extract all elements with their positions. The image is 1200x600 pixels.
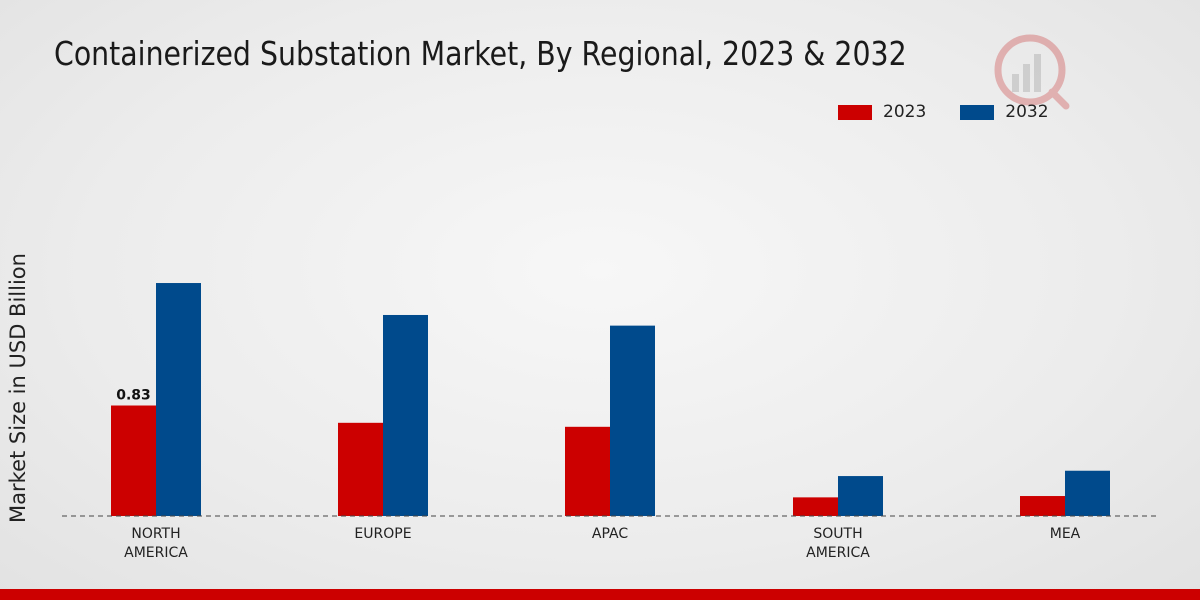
legend-item-2032: 2032	[960, 102, 1049, 122]
watermark-logo-icon	[994, 34, 1070, 110]
x-tick-label-3-1: AMERICA	[806, 545, 870, 561]
legend-label-2032: 2032	[1005, 102, 1049, 122]
x-tick-label-1-0: EUROPE	[354, 526, 411, 542]
legend-label-2023: 2023	[883, 102, 927, 122]
bar-2032-2	[610, 325, 655, 516]
bar-2032-3	[838, 476, 883, 516]
x-tick-label-0-0: NORTH	[131, 526, 180, 542]
x-tick-label-2-0: APAC	[592, 526, 628, 542]
footer-accent-bar	[0, 589, 1200, 600]
legend-swatch-2023	[838, 104, 872, 120]
bar-2023-1	[338, 422, 383, 516]
legend-item-2023: 2023	[838, 102, 926, 122]
legend-swatch-2032	[960, 104, 995, 120]
data-label-0: 0.83	[116, 388, 151, 404]
bar-2023-4	[1020, 496, 1065, 516]
bar-2023-2	[565, 426, 610, 516]
bar-2023-0	[111, 405, 156, 516]
x-tick-label-3-0: SOUTH	[813, 526, 862, 542]
x-tick-label-4-0: MEA	[1050, 526, 1081, 542]
x-tick-label-0-1: AMERICA	[124, 545, 188, 561]
bar-2032-1	[383, 314, 428, 516]
bar-2023-3	[793, 497, 838, 516]
legend: 2023 2032	[838, 102, 1083, 122]
chart-title: Containerized Substation Market, By Regi…	[54, 34, 907, 73]
bar-2032-0	[156, 283, 201, 516]
bar-2032-4	[1065, 470, 1110, 516]
